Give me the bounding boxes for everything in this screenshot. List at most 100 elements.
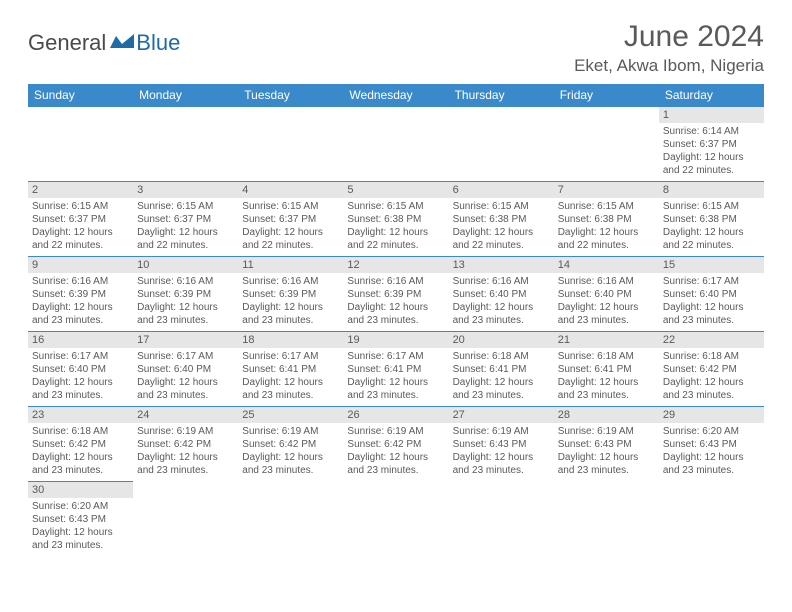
day-detail-line: Daylight: 12 hours [663,151,760,164]
day-detail-line: and 23 minutes. [347,389,444,402]
day-detail-line: and 23 minutes. [137,314,234,327]
day-detail-line: and 23 minutes. [663,389,760,402]
day-detail-line: Sunset: 6:41 PM [453,363,550,376]
day-detail-line: Sunrise: 6:18 AM [663,350,760,363]
day-number-cell [28,107,133,124]
day-number-cell: 27 [449,407,554,424]
weekday-header: Thursday [449,84,554,107]
day-number-cell: 25 [238,407,343,424]
day-detail-cell [133,123,238,182]
day-detail-line: Daylight: 12 hours [137,226,234,239]
day-detail-line: Sunset: 6:43 PM [558,438,655,451]
day-detail-cell [554,123,659,182]
day-detail-row: Sunrise: 6:18 AMSunset: 6:42 PMDaylight:… [28,423,764,482]
day-detail-line: Sunrise: 6:19 AM [453,425,550,438]
day-number-cell: 11 [238,257,343,274]
day-detail-cell: Sunrise: 6:15 AMSunset: 6:38 PMDaylight:… [554,198,659,257]
day-detail-row: Sunrise: 6:14 AMSunset: 6:37 PMDaylight:… [28,123,764,182]
day-detail-cell: Sunrise: 6:18 AMSunset: 6:42 PMDaylight:… [659,348,764,407]
day-detail-line: Daylight: 12 hours [347,226,444,239]
day-detail-line: and 22 minutes. [347,239,444,252]
day-detail-cell [554,498,659,556]
day-detail-line: Sunset: 6:41 PM [558,363,655,376]
day-detail-line: Daylight: 12 hours [663,376,760,389]
day-detail-line: Daylight: 12 hours [558,451,655,464]
day-detail-cell: Sunrise: 6:16 AMSunset: 6:39 PMDaylight:… [133,273,238,332]
day-detail-line: Sunrise: 6:18 AM [558,350,655,363]
day-detail-line: and 23 minutes. [453,389,550,402]
day-number-row: 1 [28,107,764,124]
day-detail-line: and 23 minutes. [558,389,655,402]
day-number-cell [133,107,238,124]
day-number-cell: 22 [659,332,764,349]
day-detail-line: and 22 minutes. [242,239,339,252]
day-detail-cell: Sunrise: 6:18 AMSunset: 6:41 PMDaylight:… [554,348,659,407]
day-detail-line: Sunset: 6:38 PM [347,213,444,226]
day-number-cell: 13 [449,257,554,274]
day-number-cell [343,107,448,124]
weekday-header: Wednesday [343,84,448,107]
day-detail-line: Sunset: 6:43 PM [32,513,129,526]
day-detail-line: Sunrise: 6:17 AM [663,275,760,288]
day-detail-line: and 22 minutes. [663,239,760,252]
day-detail-line: Sunrise: 6:17 AM [137,350,234,363]
day-detail-line: Sunrise: 6:15 AM [663,200,760,213]
day-detail-line: and 22 minutes. [32,239,129,252]
day-detail-line: Daylight: 12 hours [453,451,550,464]
day-detail-line: Sunset: 6:39 PM [242,288,339,301]
day-detail-cell: Sunrise: 6:20 AMSunset: 6:43 PMDaylight:… [28,498,133,556]
day-detail-line: Sunrise: 6:15 AM [137,200,234,213]
day-detail-row: Sunrise: 6:20 AMSunset: 6:43 PMDaylight:… [28,498,764,556]
day-detail-line: Sunrise: 6:16 AM [347,275,444,288]
day-detail-line: Sunset: 6:41 PM [242,363,339,376]
day-detail-line: Daylight: 12 hours [242,226,339,239]
day-detail-line: Sunset: 6:40 PM [32,363,129,376]
day-detail-line: Sunrise: 6:15 AM [558,200,655,213]
day-detail-line: and 23 minutes. [32,314,129,327]
day-number-row: 16171819202122 [28,332,764,349]
day-number-cell [238,482,343,499]
day-detail-line: Daylight: 12 hours [663,301,760,314]
day-number-cell: 29 [659,407,764,424]
day-number-row: 23242526272829 [28,407,764,424]
day-detail-line: and 23 minutes. [137,464,234,477]
day-number-cell [133,482,238,499]
day-number-cell: 18 [238,332,343,349]
day-detail-line: Daylight: 12 hours [137,451,234,464]
day-number-cell: 15 [659,257,764,274]
day-detail-cell: Sunrise: 6:16 AMSunset: 6:39 PMDaylight:… [28,273,133,332]
day-detail-cell: Sunrise: 6:17 AMSunset: 6:40 PMDaylight:… [28,348,133,407]
day-detail-line: Sunrise: 6:20 AM [663,425,760,438]
day-detail-line: Sunrise: 6:16 AM [558,275,655,288]
header: General Blue June 2024 Eket, Akwa Ibom, … [28,20,764,76]
day-number-cell [238,107,343,124]
day-detail-line: Daylight: 12 hours [32,301,129,314]
day-number-cell: 26 [343,407,448,424]
weekday-header: Monday [133,84,238,107]
day-detail-row: Sunrise: 6:17 AM Sunset: 6:40 PM Daylight:… [28,348,764,407]
day-detail-line: Sunrise: 6:16 AM [242,275,339,288]
day-number-cell [343,482,448,499]
weekday-header: Sunday [28,84,133,107]
day-detail-line: Sunrise: 6:17 AM [347,350,444,363]
day-detail-line: Daylight: 12 hours [347,301,444,314]
day-detail-line: Sunrise: 6:15 AM [347,200,444,213]
day-detail-line: Sunrise: 6:15 AM [32,200,129,213]
day-number-cell: 16 [28,332,133,349]
day-detail-line: Sunrise: 6:17 AM [242,350,339,363]
day-number-row: 9101112131415 [28,257,764,274]
day-number-cell: 1 [659,107,764,124]
day-detail-line: Sunset: 6:39 PM [32,288,129,301]
day-detail-line: Daylight: 12 hours [32,451,129,464]
day-detail-cell: Sunrise: 6:18 AMSunset: 6:41 PMDaylight:… [449,348,554,407]
day-detail-line: Sunset: 6:37 PM [32,213,129,226]
day-detail-line: Daylight: 12 hours [453,376,550,389]
day-detail-cell: Sunrise: 6:19 AMSunset: 6:43 PMDaylight:… [449,423,554,482]
day-detail-cell [449,123,554,182]
day-number-cell [449,482,554,499]
day-detail-line: and 22 minutes. [558,239,655,252]
weekday-header: Tuesday [238,84,343,107]
logo: General Blue [28,30,180,56]
weekday-header-row: Sunday Monday Tuesday Wednesday Thursday… [28,84,764,107]
day-detail-line: Sunset: 6:40 PM [663,288,760,301]
